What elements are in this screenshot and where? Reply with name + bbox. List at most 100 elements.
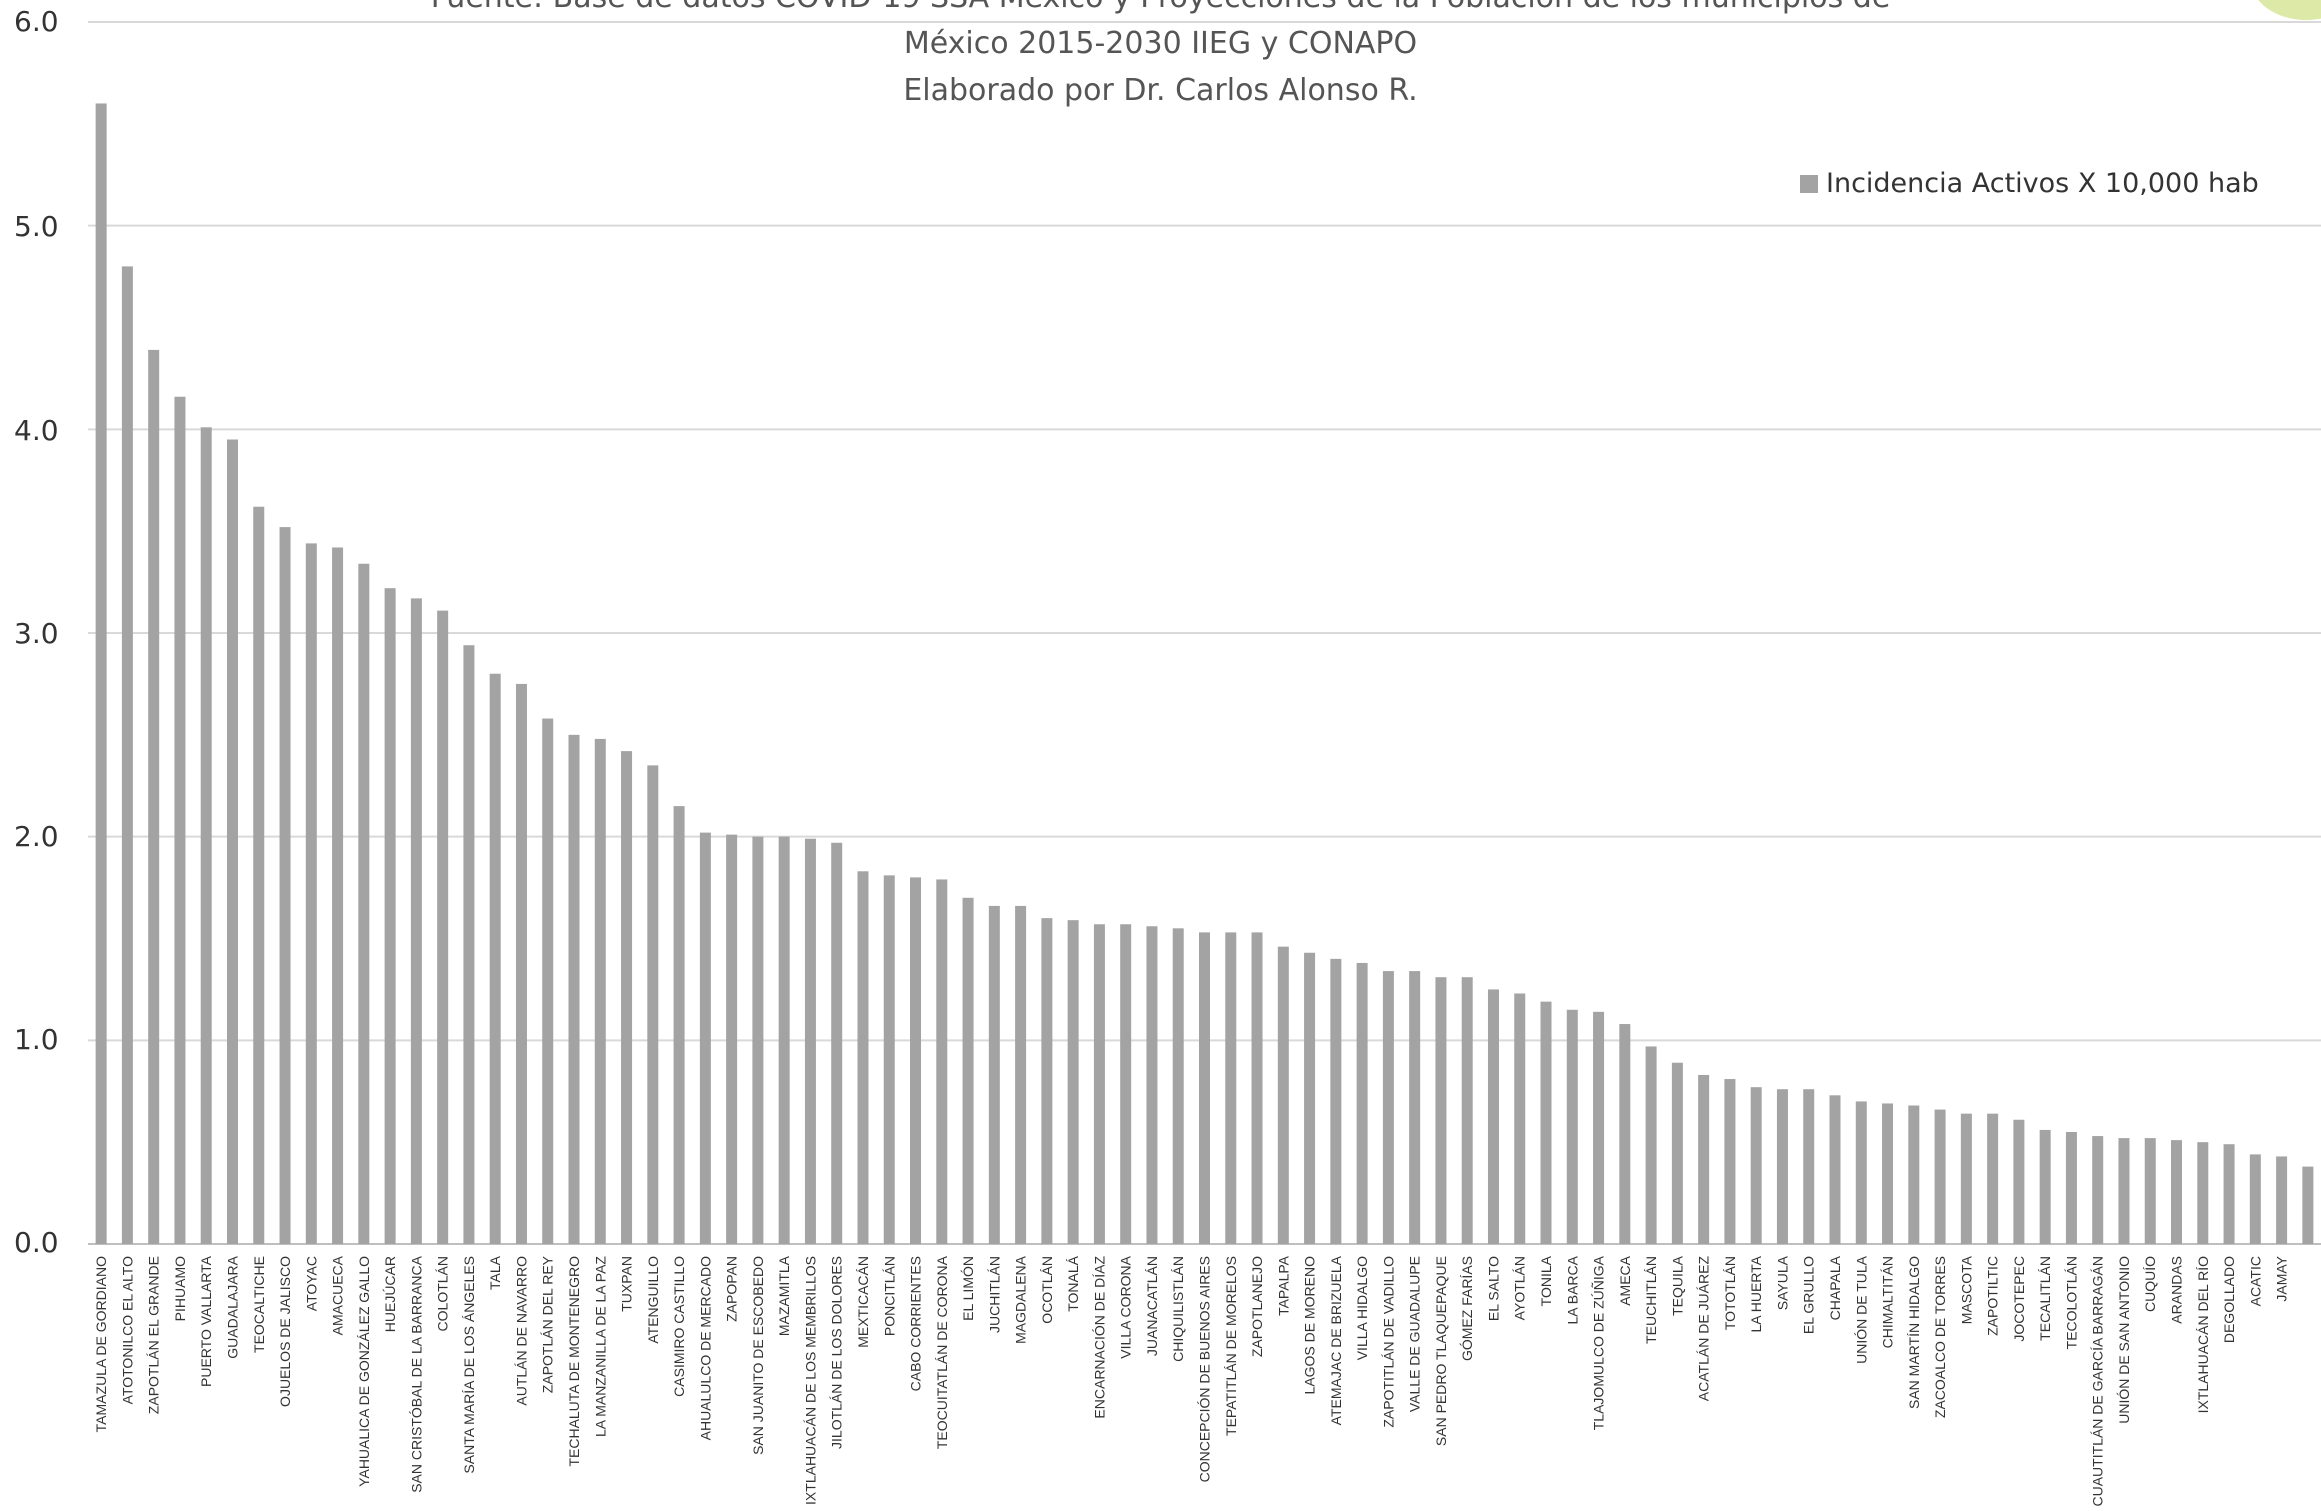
- bar: [1093, 924, 1105, 1244]
- bar: [2223, 1144, 2235, 1244]
- y-tick-label: 5.0: [14, 210, 59, 243]
- x-tick-label: TALA: [487, 1255, 503, 1290]
- x-tick-label: SANTA MARÍA DE LOS ÁNGELES: [461, 1256, 477, 1474]
- x-tick-label: TAPALPA: [1275, 1255, 1291, 1316]
- bar: [358, 563, 370, 1244]
- bars: [95, 103, 2314, 1245]
- x-tick-label: CHIMALTITÁN: [1880, 1256, 1896, 1348]
- x-tick-label: TOTOTLÁN: [1722, 1256, 1738, 1330]
- bar: [621, 751, 633, 1244]
- bar: [2144, 1138, 2156, 1244]
- bar: [778, 836, 790, 1244]
- y-tick-label: 2.0: [14, 820, 59, 853]
- x-tick-label: CHAPALA: [1827, 1255, 1843, 1320]
- bar: [2171, 1140, 2183, 1244]
- bar: [2065, 1131, 2077, 1244]
- x-tick-label: TEQUILA: [1669, 1255, 1685, 1316]
- x-tick-label: ACATIC: [2247, 1256, 2263, 1306]
- x-tick-label: ZAPOTITLÁN DE VADILLO: [1380, 1256, 1396, 1428]
- bar: [332, 547, 344, 1244]
- bar: [883, 875, 895, 1244]
- x-tick-label: ZAPOTILTIC: [1985, 1256, 2001, 1336]
- x-tick-label: TLAJOMULCO DE ZÚÑIGA: [1591, 1255, 1607, 1430]
- x-tick-label: TAMAZULA DE GORDIANO: [93, 1256, 109, 1432]
- bar: [2276, 1156, 2288, 1244]
- bar: [1356, 962, 1368, 1244]
- x-tick-label: VILLA HIDALGO: [1354, 1256, 1370, 1360]
- legend-label: Incidencia Activos X 10,000 hab: [1826, 168, 2259, 199]
- x-tick-label: GÓMEZ FARÍAS: [1459, 1256, 1475, 1361]
- bar: [1015, 905, 1027, 1244]
- x-tick-label: IXTLAHUACÁN DEL RÍO: [2195, 1256, 2211, 1414]
- x-tick-label: ATENGUILLO: [645, 1256, 661, 1344]
- bar: [1908, 1105, 1920, 1244]
- y-tick-label: 6.0: [14, 5, 59, 38]
- x-tick-label: TECALITLÁN: [2037, 1256, 2053, 1341]
- bar: [2118, 1138, 2130, 1244]
- x-tick-label: SAN PEDRO TLAQUEPAQUE: [1433, 1256, 1449, 1446]
- bar: [988, 905, 1000, 1244]
- bar: [437, 610, 449, 1244]
- x-tick-label: ZAPOTLANEJO: [1249, 1256, 1265, 1357]
- x-tick-label: EL SALTO: [1485, 1256, 1501, 1321]
- x-tick-label: JUCHITLÁN: [986, 1256, 1002, 1333]
- bar: [1882, 1103, 1894, 1244]
- x-tick-label: CONCEPCIÓN DE BUENOS AIRES: [1197, 1256, 1213, 1482]
- bar: [647, 765, 659, 1244]
- x-tick-label: ENCARNACIÓN DE DÍAZ: [1091, 1256, 1107, 1419]
- x-tick-label: DEGOLLADO: [2221, 1256, 2237, 1343]
- bar: [1803, 1089, 1815, 1244]
- bar: [1304, 952, 1316, 1244]
- bar: [1645, 1046, 1657, 1244]
- bar: [910, 877, 922, 1244]
- bar: [121, 266, 133, 1244]
- bar: [1067, 920, 1079, 1244]
- bar: [279, 527, 291, 1244]
- bar: [95, 103, 107, 1244]
- x-tick-label: CHIQUILISTLÁN: [1170, 1256, 1186, 1362]
- x-tick-label: CASIMIRO CASTILLO: [671, 1256, 687, 1397]
- chart-title-line-1: Fuente: Base de datos COVID-19 SSA Méxic…: [0, 0, 2321, 15]
- bar: [2249, 1154, 2261, 1244]
- bar: [1461, 977, 1473, 1244]
- chart-title-line-2: México 2015-2030 IIEG y CONAPO: [903, 26, 1418, 61]
- x-tick-label: EL GRULLO: [1801, 1256, 1817, 1334]
- bar: [1487, 989, 1499, 1244]
- x-tick-label: GUADALAJARA: [224, 1255, 240, 1358]
- x-tick-label: COLOTLÁN: [435, 1256, 451, 1331]
- x-tick-label: CABO CORRIENTES: [908, 1256, 924, 1391]
- bar: [804, 838, 816, 1244]
- bar: [2039, 1129, 2051, 1244]
- bar: [410, 598, 422, 1244]
- x-tick-label: CUQUÍO: [2142, 1256, 2158, 1312]
- x-tick-label: MAZAMITLA: [776, 1255, 792, 1336]
- x-tick-label: ARANDAS: [2169, 1256, 2185, 1324]
- x-tick-label: HUEJÚCAR: [382, 1256, 398, 1332]
- x-tick-label: AYOTLÁN: [1512, 1256, 1528, 1320]
- x-axis-labels: TAMAZULA DE GORDIANO ATOTONILCO EL ALTO ZA…: [93, 1255, 2289, 1506]
- x-tick-label: AMECA: [1617, 1255, 1633, 1305]
- bar: [1724, 1079, 1736, 1244]
- legend: Incidencia Activos X 10,000 hab: [1800, 168, 2259, 199]
- x-tick-label: PONCITLÁN: [881, 1256, 897, 1336]
- x-tick-label: TEUCHITLÁN: [1643, 1256, 1659, 1344]
- bar: [1435, 977, 1447, 1244]
- x-tick-label: MEXTICACÁN: [855, 1256, 871, 1348]
- bar: [1855, 1101, 1867, 1244]
- x-tick-label: TEOCUITATLÁN DE CORONA: [934, 1255, 950, 1449]
- x-tick-label: IXTLAHUACÁN DE LOS MEMBRILLOS: [802, 1256, 818, 1505]
- x-tick-label: AUTLÁN DE NAVARRO: [513, 1256, 529, 1406]
- bar: [253, 506, 265, 1244]
- bar: [1382, 971, 1394, 1244]
- bar: [1409, 971, 1421, 1244]
- bar: [752, 836, 764, 1244]
- x-tick-label: PUERTO VALLARTA: [198, 1255, 214, 1387]
- bar: [2013, 1119, 2025, 1244]
- x-tick-label: ATOTONILCO EL ALTO: [119, 1256, 135, 1404]
- bar: [305, 543, 317, 1244]
- bar: [1172, 928, 1184, 1244]
- x-tick-label: TONALÁ: [1065, 1255, 1081, 1311]
- x-tick-label: UNIÓN DE SAN ANTONIO: [2116, 1256, 2132, 1424]
- bar: [1330, 958, 1342, 1244]
